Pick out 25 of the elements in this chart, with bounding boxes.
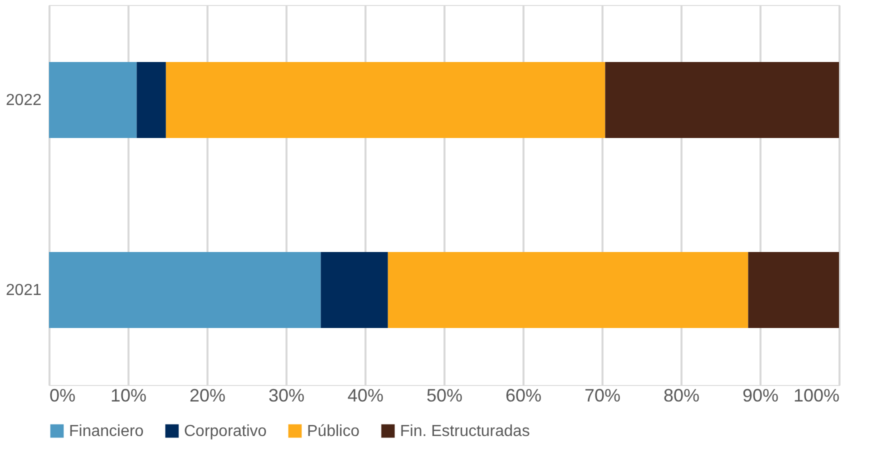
- bar: [748, 252, 839, 328]
- bar: [49, 62, 137, 138]
- x-tick-label: 30%: [268, 386, 305, 406]
- x-tick-label: 50%: [426, 386, 463, 406]
- bar: [49, 252, 321, 328]
- legend-label: Público: [307, 423, 360, 440]
- bar: [320, 252, 388, 328]
- x-tick-label: 70%: [584, 386, 621, 406]
- bar: [166, 62, 606, 138]
- legend-label: Financiero: [69, 423, 144, 440]
- bar: [388, 252, 748, 328]
- legend-label: Corporativo: [184, 423, 267, 440]
- x-tick-label: 20%: [189, 386, 226, 406]
- y-tick-label: 2022: [6, 92, 42, 109]
- bar: [136, 62, 166, 138]
- x-tick-label: 100%: [793, 386, 840, 406]
- x-tick-label: 10%: [110, 386, 147, 406]
- bar: [605, 62, 839, 138]
- y-tick-label: 2021: [6, 282, 42, 299]
- x-tick-label: 40%: [347, 386, 384, 406]
- x-tick-label: 90%: [742, 386, 779, 406]
- x-tick-label: 80%: [663, 386, 700, 406]
- x-tick-label: 0%: [50, 386, 76, 406]
- legend-label: Fin. Estructuradas: [400, 423, 530, 440]
- x-tick-label: 60%: [505, 386, 542, 406]
